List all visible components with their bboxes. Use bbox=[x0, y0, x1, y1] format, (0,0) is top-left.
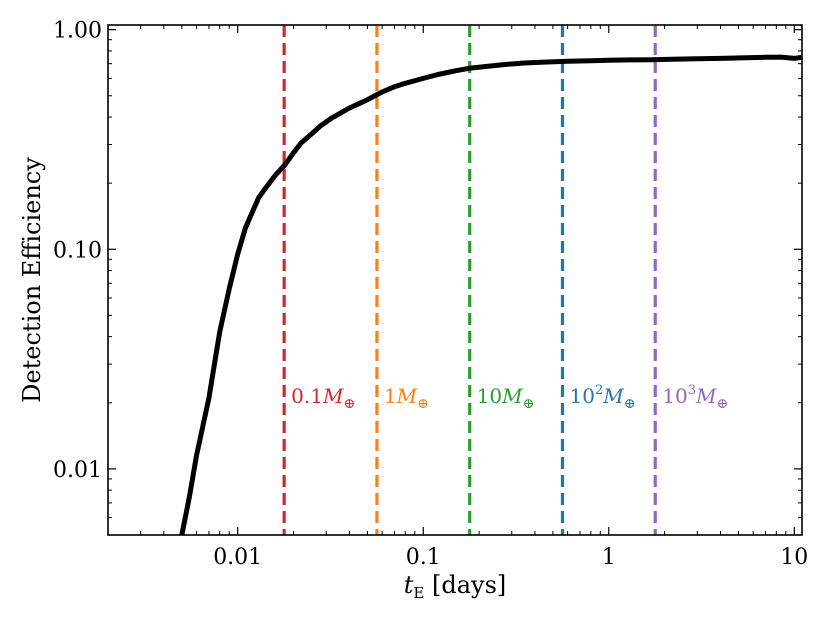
mass-label-0: 0.1M⊕ bbox=[291, 384, 355, 412]
mass-label-1: 1M⊕ bbox=[384, 384, 429, 412]
x-axis-title-sub: E bbox=[413, 584, 424, 602]
x-tick-label: 0.01 bbox=[213, 545, 262, 570]
mass-label-exponent: 2 bbox=[595, 383, 603, 398]
earth-symbol: ⊕ bbox=[523, 396, 535, 412]
mass-label-number: 10 bbox=[477, 384, 502, 408]
mass-lines: 0.1M⊕ 1M⊕ 10M⊕ 102M⊕ 103M⊕ bbox=[282, 25, 728, 535]
earth-symbol: ⊕ bbox=[343, 396, 355, 412]
x-tick-label: 0.1 bbox=[406, 545, 441, 570]
earth-symbol: ⊕ bbox=[716, 396, 728, 412]
series-line-detection-efficiency bbox=[179, 54, 803, 536]
mass-label-symbol: M bbox=[322, 384, 344, 408]
y-tick-label: 0.10 bbox=[53, 238, 102, 263]
series-layer bbox=[179, 54, 803, 536]
mass-label-exponent: 3 bbox=[688, 383, 696, 398]
mass-label-symbol: M bbox=[602, 384, 624, 408]
y-tick-label: 0.01 bbox=[53, 458, 102, 483]
tick-marks bbox=[108, 25, 802, 535]
mass-label-symbol: M bbox=[501, 384, 523, 408]
earth-symbol: ⊕ bbox=[417, 396, 429, 412]
mass-label-symbol: M bbox=[695, 384, 717, 408]
mass-label-number: 0.1 bbox=[291, 384, 323, 408]
mass-label-number: 1 bbox=[384, 384, 397, 408]
x-axis-title-main: t bbox=[404, 571, 414, 599]
tick-labels: 0.01 0.1 1 10 0.01 0.10 1.00 bbox=[53, 19, 808, 570]
earth-symbol: ⊕ bbox=[624, 396, 636, 412]
mass-label-2: 10M⊕ bbox=[477, 384, 535, 412]
y-tick-label: 1.00 bbox=[53, 19, 102, 44]
y-axis-title: Detection Efficiency bbox=[18, 157, 46, 403]
mass-label-number: 10 bbox=[662, 384, 687, 408]
mass-label-symbol: M bbox=[396, 384, 418, 408]
mass-label-4: 103M⊕ bbox=[662, 383, 728, 412]
x-axis-title-unit: [days] bbox=[424, 571, 506, 599]
x-axis-title: tE [days] bbox=[404, 571, 507, 602]
mass-label-3: 102M⊕ bbox=[569, 383, 635, 412]
x-tick-label: 1 bbox=[602, 545, 616, 570]
mass-label-number: 10 bbox=[569, 384, 594, 408]
x-tick-label: 10 bbox=[780, 545, 808, 570]
plot-frame bbox=[107, 24, 803, 536]
